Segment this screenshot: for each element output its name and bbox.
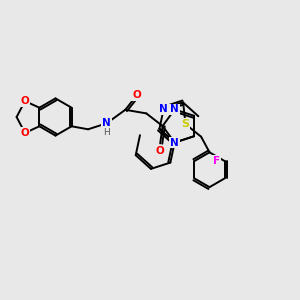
Text: H: H <box>103 128 110 137</box>
Text: N: N <box>102 118 111 128</box>
Text: O: O <box>21 96 29 106</box>
Text: O: O <box>156 146 165 156</box>
Text: O: O <box>21 128 29 138</box>
Text: N: N <box>170 137 179 148</box>
Text: N: N <box>170 104 179 115</box>
Text: N: N <box>159 104 168 114</box>
Text: O: O <box>132 90 141 100</box>
Text: S: S <box>182 119 190 129</box>
Text: F: F <box>213 156 220 166</box>
